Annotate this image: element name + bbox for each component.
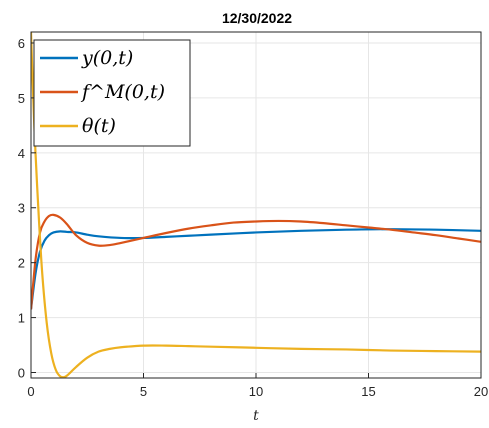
x-axis-label: t [253, 408, 259, 424]
y-tick-label: 0 [18, 366, 25, 381]
y-tick-label: 2 [18, 256, 25, 271]
y-tick-label: 6 [18, 36, 25, 51]
chart-title: 12/30/2022 [222, 10, 292, 26]
x-tick-label: 20 [474, 384, 488, 399]
legend-entry-y: y(0,t) [81, 47, 133, 69]
x-tick-label: 15 [361, 384, 375, 399]
y-tick-label: 5 [18, 91, 25, 106]
legend: y(0,t) f^M(0,t) θ(t) [33, 39, 191, 147]
series-theta-line [31, 32, 481, 378]
legend-entry-theta: θ(t) [82, 115, 116, 137]
y-tick-label: 1 [18, 311, 25, 326]
series-y-line [31, 228, 481, 310]
axis-ticks: 0 5 10 15 20 0 1 2 3 4 5 6 [18, 36, 488, 399]
x-tick-label: 5 [140, 384, 147, 399]
y-tick-label: 3 [18, 201, 25, 216]
legend-entry-fM: f^M(0,t) [80, 81, 165, 103]
y-tick-label: 4 [18, 146, 25, 161]
x-tick-label: 0 [27, 384, 34, 399]
series-lines [31, 32, 481, 378]
x-tick-label: 10 [249, 384, 263, 399]
series-fM-line [31, 213, 481, 310]
